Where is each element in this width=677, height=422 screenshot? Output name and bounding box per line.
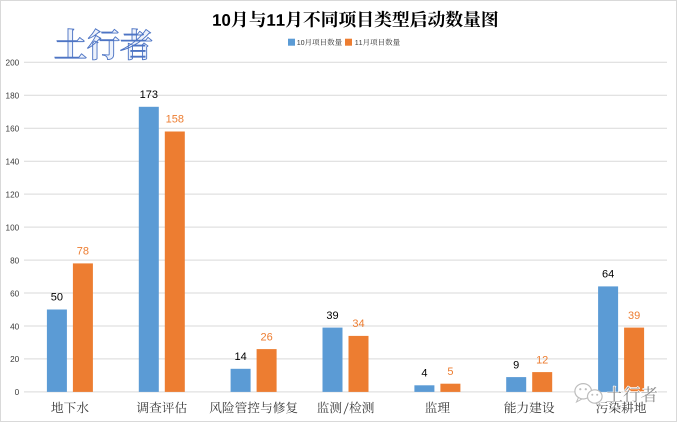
svg-text:78: 78 xyxy=(77,246,89,258)
svg-text:14: 14 xyxy=(234,351,246,363)
svg-text:9: 9 xyxy=(513,359,519,371)
svg-text:34: 34 xyxy=(352,318,364,330)
svg-text:12: 12 xyxy=(536,354,548,366)
svg-text:0: 0 xyxy=(15,388,20,397)
svg-text:80: 80 xyxy=(10,256,20,265)
svg-text:180: 180 xyxy=(6,92,20,101)
svg-text:64: 64 xyxy=(602,269,614,281)
svg-text:140: 140 xyxy=(6,158,20,167)
svg-text:173: 173 xyxy=(140,89,158,101)
svg-text:158: 158 xyxy=(166,114,184,126)
svg-text:5: 5 xyxy=(447,366,453,378)
svg-text:20: 20 xyxy=(10,355,20,364)
svg-text:120: 120 xyxy=(6,190,20,199)
svg-text:60: 60 xyxy=(10,289,20,298)
svg-text:100: 100 xyxy=(6,223,20,232)
svg-text:50: 50 xyxy=(51,292,63,304)
svg-text:4: 4 xyxy=(421,368,427,380)
svg-text:40: 40 xyxy=(10,322,20,331)
svg-text:39: 39 xyxy=(326,310,338,322)
svg-text:160: 160 xyxy=(6,125,20,134)
svg-text:200: 200 xyxy=(6,59,20,68)
svg-text:26: 26 xyxy=(260,331,272,343)
svg-text:39: 39 xyxy=(628,310,640,322)
